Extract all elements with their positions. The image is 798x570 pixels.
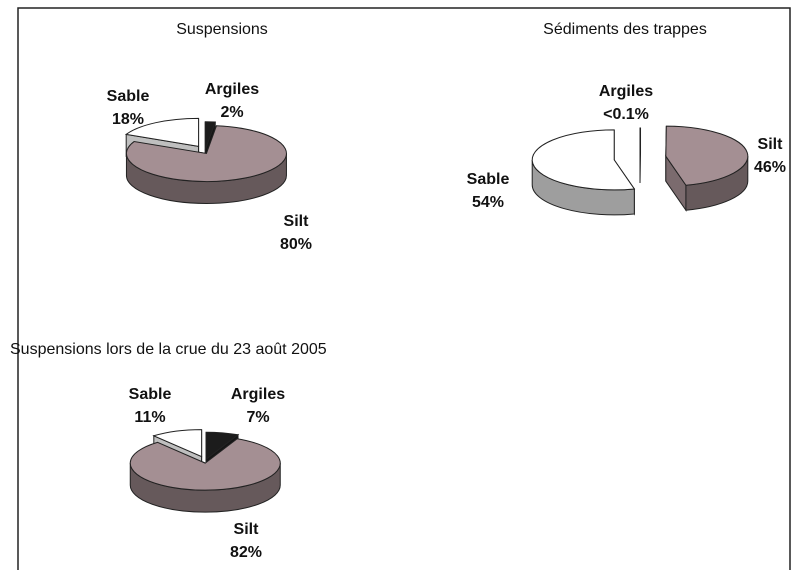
chart-title: Suspensions lors de la crue du 23 août 2… [10,341,327,358]
slice [125,125,287,182]
frame [17,7,791,570]
slice-value-label: 7% [246,409,269,426]
chart-title: Sédiments des trappes [543,21,707,38]
slice [152,429,203,458]
slice-value-label: 80% [280,236,312,253]
slice-value-label: 18% [112,111,144,128]
slice-label: Argiles [231,386,285,403]
slice-label: Silt [234,521,260,538]
slice-label: Sable [467,171,510,188]
pie [124,117,287,204]
slice-label: Argiles [599,83,653,100]
pie [129,429,281,513]
slice [205,431,240,461]
slice-value-label: 54% [472,194,504,211]
slice-value-label: 82% [230,544,262,561]
slice-value-label: <0.1% [603,106,649,123]
slice-label: Sable [107,88,150,105]
slice [639,127,642,159]
slice-label: Silt [758,136,784,153]
slice [204,121,216,150]
slice-label: Sable [129,386,172,403]
slice-value-label: 2% [220,104,243,121]
slice [531,129,636,191]
slice [665,125,749,186]
slice-value-label: 46% [754,159,786,176]
slice-label: Argiles [205,81,259,98]
slice-value-label: 11% [134,409,165,426]
slice-label: Silt [284,213,310,230]
pie [531,125,749,216]
slice [129,438,281,491]
slice [124,117,200,147]
chart-title: Suspensions [176,21,268,38]
